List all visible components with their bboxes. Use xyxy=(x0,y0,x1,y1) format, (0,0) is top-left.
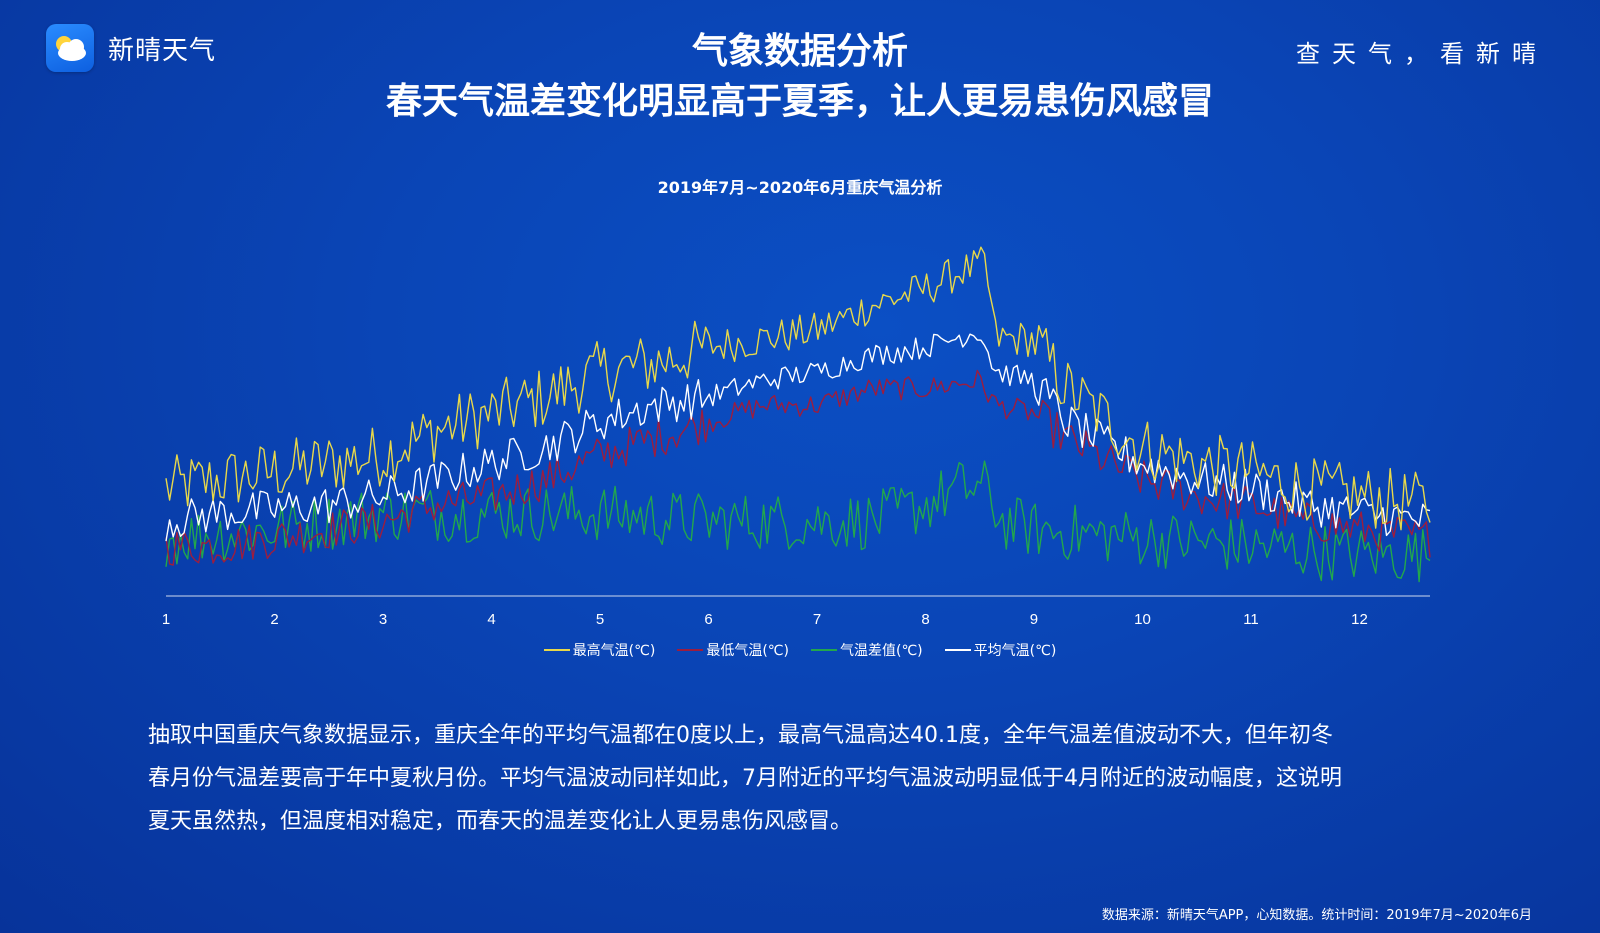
x-tick-label: 8 xyxy=(921,611,929,628)
legend-label: 平均气温(℃) xyxy=(973,643,1057,659)
legend-label: 最高气温(℃) xyxy=(572,643,656,659)
x-tick-label: 5 xyxy=(596,611,604,628)
legend-swatch xyxy=(944,649,971,651)
legend-swatch xyxy=(811,649,837,651)
x-tick-label: 9 xyxy=(1030,611,1038,628)
x-tick-label: 3 xyxy=(379,611,387,628)
series-line-3 xyxy=(165,460,1431,583)
description-text: 抽取中国重庆气象数据显示，重庆全年的平均气温都在0度以上，最高气温高达40.1度… xyxy=(148,714,1458,843)
x-tick-label: 2 xyxy=(270,611,278,628)
page-title: 气象数据分析 xyxy=(691,31,908,72)
chart-legend: 最高气温(℃) 最低气温(℃) 气温差值(℃) 平均气温(℃) xyxy=(0,640,1600,660)
legend-label: 最低气温(℃) xyxy=(706,643,789,659)
series-line-2 xyxy=(165,369,1431,566)
legend-item: 气温差值(℃) xyxy=(811,640,923,660)
x-tick-label: 10 xyxy=(1134,611,1151,628)
x-tick-label: 12 xyxy=(1351,611,1368,628)
description-line: 春月份气温差要高于年中夏秋月份。平均气温波动同样如此，7月附近的平均气温波动明显… xyxy=(148,766,1342,791)
data-source-footer: 数据来源：新晴天气APP，心知数据。统计时间：2019年7月~2020年6月 xyxy=(1101,908,1532,923)
cloud-sun-icon xyxy=(46,24,94,72)
series-line-4 xyxy=(165,333,1431,542)
x-tick-label: 1 xyxy=(162,611,170,628)
legend-swatch xyxy=(543,649,570,651)
description-line: 夏天虽然热，但温度相对稳定，而春天的温差变化让人更易患伤风感冒。 xyxy=(148,809,853,834)
legend-label: 气温差值(℃) xyxy=(840,643,923,659)
legend-item: 平均气温(℃) xyxy=(944,640,1057,660)
page-subtitle: 春天气温差变化明显高于夏季，让人更易患伤风感冒 xyxy=(385,81,1214,122)
slogan: 查天气，看新晴 xyxy=(1296,40,1548,68)
series-line-1 xyxy=(165,246,1431,531)
app-logo: 新晴天气 xyxy=(46,24,216,72)
legend-swatch xyxy=(677,649,704,651)
description-line: 抽取中国重庆气象数据显示，重庆全年的平均气温都在0度以上，最高气温高达40.1度… xyxy=(148,723,1333,748)
x-tick-label: 11 xyxy=(1243,611,1259,628)
legend-item: 最低气温(℃) xyxy=(677,640,789,660)
legend-item: 最高气温(℃) xyxy=(543,640,656,660)
chart-title: 2019年7月~2020年6月重庆气温分析 xyxy=(657,178,943,197)
app-name: 新晴天气 xyxy=(108,35,217,66)
x-tick-label: 7 xyxy=(813,611,821,628)
x-tick-label: 6 xyxy=(704,611,712,628)
x-tick-label: 4 xyxy=(487,611,495,628)
